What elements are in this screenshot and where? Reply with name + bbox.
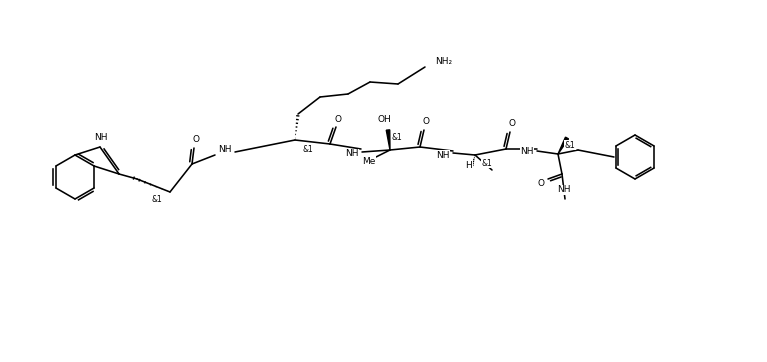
- Text: O: O: [423, 118, 430, 126]
- Text: NH: NH: [345, 150, 359, 159]
- Text: &1: &1: [565, 140, 575, 150]
- Text: O: O: [509, 119, 515, 129]
- Text: &1: &1: [152, 195, 163, 205]
- Text: NH: NH: [558, 185, 571, 194]
- Text: &1: &1: [303, 144, 314, 153]
- Text: NH: NH: [94, 134, 107, 143]
- Text: O: O: [334, 114, 341, 123]
- Text: &1: &1: [392, 134, 403, 143]
- Text: H: H: [466, 160, 472, 169]
- Text: NH₂: NH₂: [435, 58, 452, 67]
- Text: &1: &1: [482, 159, 492, 168]
- Polygon shape: [387, 130, 390, 150]
- Text: O: O: [193, 135, 199, 144]
- Text: NH: NH: [219, 144, 232, 153]
- Text: NH: NH: [436, 151, 449, 160]
- Text: NH: NH: [520, 147, 534, 156]
- Polygon shape: [558, 137, 568, 154]
- Text: Me: Me: [362, 156, 376, 165]
- Text: O: O: [538, 178, 545, 188]
- Text: OH: OH: [377, 115, 391, 125]
